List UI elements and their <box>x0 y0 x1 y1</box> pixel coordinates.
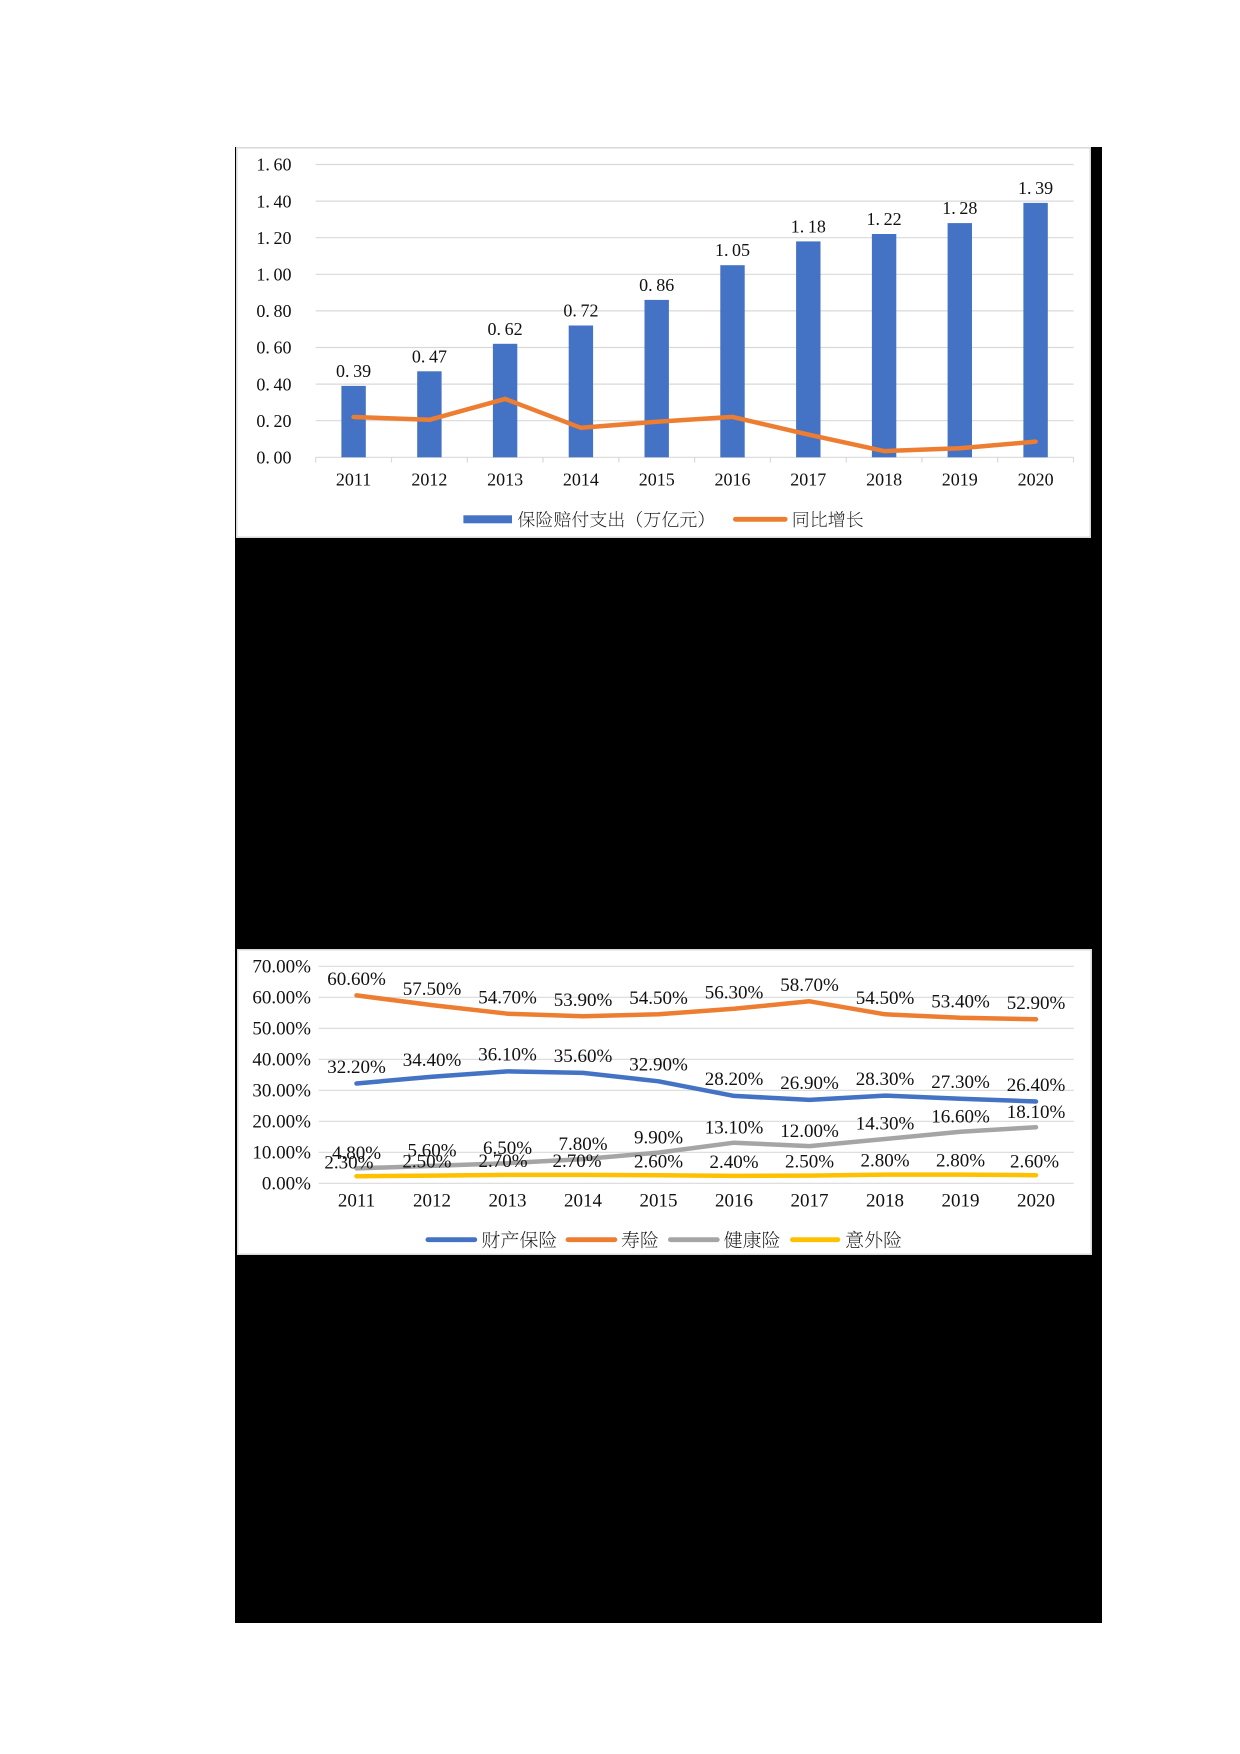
svg-text:26.90%: 26.90% <box>780 1073 839 1094</box>
svg-text:16.60%: 16.60% <box>931 1107 990 1128</box>
svg-text:1. 22: 1. 22 <box>867 209 902 229</box>
svg-text:13.10%: 13.10% <box>705 1117 764 1138</box>
svg-text:2.60%: 2.60% <box>1010 1151 1059 1172</box>
svg-text:0. 20: 0. 20 <box>256 411 291 431</box>
svg-text:30.00%: 30.00% <box>252 1081 311 1102</box>
svg-text:0. 72: 0. 72 <box>563 301 598 321</box>
svg-text:34.40%: 34.40% <box>403 1050 462 1071</box>
svg-text:5.60%: 5.60% <box>407 1141 456 1162</box>
svg-text:26.40%: 26.40% <box>1007 1075 1066 1096</box>
svg-text:1. 60: 1. 60 <box>256 155 291 175</box>
svg-text:53.90%: 53.90% <box>554 990 613 1011</box>
svg-text:2013: 2013 <box>489 1191 527 1212</box>
svg-text:2019: 2019 <box>942 1191 980 1212</box>
svg-text:1. 18: 1. 18 <box>791 216 826 236</box>
svg-text:56.30%: 56.30% <box>705 983 764 1004</box>
svg-text:32.20%: 32.20% <box>327 1057 386 1078</box>
svg-text:6.50%: 6.50% <box>483 1138 532 1159</box>
svg-text:27.30%: 27.30% <box>931 1072 990 1093</box>
svg-text:54.50%: 54.50% <box>856 988 915 1009</box>
svg-text:0. 86: 0. 86 <box>639 275 674 295</box>
svg-text:14.30%: 14.30% <box>856 1114 915 1135</box>
svg-text:2.80%: 2.80% <box>936 1151 985 1172</box>
svg-text:2.70%: 2.70% <box>552 1151 601 1172</box>
svg-text:57.50%: 57.50% <box>403 979 462 1000</box>
svg-text:0. 62: 0. 62 <box>488 319 523 339</box>
svg-text:36.10%: 36.10% <box>478 1045 537 1066</box>
svg-text:12.00%: 12.00% <box>780 1121 839 1142</box>
svg-text:2.40%: 2.40% <box>709 1152 758 1173</box>
svg-text:2.70%: 2.70% <box>479 1151 528 1172</box>
svg-text:2011: 2011 <box>336 469 371 489</box>
svg-text:4.80%: 4.80% <box>332 1143 381 1164</box>
svg-text:20.00%: 20.00% <box>252 1112 311 1133</box>
svg-text:0. 60: 0. 60 <box>256 338 291 358</box>
svg-text:70.00%: 70.00% <box>252 957 311 978</box>
svg-text:2.80%: 2.80% <box>860 1151 909 1172</box>
svg-text:2015: 2015 <box>639 469 675 489</box>
svg-text:2018: 2018 <box>866 469 902 489</box>
svg-text:32.90%: 32.90% <box>629 1055 688 1076</box>
svg-text:2020: 2020 <box>1018 469 1054 489</box>
svg-text:54.70%: 54.70% <box>478 988 537 1009</box>
svg-text:2.30%: 2.30% <box>324 1152 373 1173</box>
svg-text:7.80%: 7.80% <box>558 1134 607 1155</box>
svg-text:9.90%: 9.90% <box>634 1127 683 1148</box>
svg-text:1. 20: 1. 20 <box>256 228 291 248</box>
svg-text:2017: 2017 <box>790 469 826 489</box>
svg-text:54.50%: 54.50% <box>629 988 688 1009</box>
svg-text:2014: 2014 <box>564 1191 603 1212</box>
svg-text:2015: 2015 <box>640 1191 678 1212</box>
svg-text:50.00%: 50.00% <box>252 1019 311 1040</box>
svg-text:2.60%: 2.60% <box>634 1151 683 1172</box>
svg-text:0. 47: 0. 47 <box>412 346 447 366</box>
svg-text:2012: 2012 <box>413 1191 451 1212</box>
svg-text:1. 28: 1. 28 <box>942 198 977 218</box>
svg-text:52.90%: 52.90% <box>1007 993 1066 1014</box>
svg-text:2014: 2014 <box>563 469 599 489</box>
svg-text:1. 05: 1. 05 <box>715 240 750 260</box>
svg-text:0. 00: 0. 00 <box>256 448 291 468</box>
svg-text:60.00%: 60.00% <box>252 988 311 1009</box>
svg-text:2013: 2013 <box>487 469 523 489</box>
svg-text:2.50%: 2.50% <box>402 1152 451 1173</box>
svg-text:2012: 2012 <box>411 469 447 489</box>
svg-text:2018: 2018 <box>866 1191 904 1212</box>
svg-text:2019: 2019 <box>942 469 978 489</box>
svg-text:0. 40: 0. 40 <box>256 374 291 394</box>
svg-text:1. 00: 1. 00 <box>256 265 291 285</box>
svg-text:2020: 2020 <box>1017 1191 1055 1212</box>
svg-text:18.10%: 18.10% <box>1007 1102 1066 1123</box>
svg-text:53.40%: 53.40% <box>931 992 990 1013</box>
svg-text:0. 39: 0. 39 <box>336 361 371 381</box>
svg-text:2011: 2011 <box>338 1191 375 1212</box>
svg-text:2016: 2016 <box>715 469 751 489</box>
svg-text:1. 40: 1. 40 <box>256 191 291 211</box>
svg-text:2.50%: 2.50% <box>785 1152 834 1173</box>
svg-text:2016: 2016 <box>715 1191 753 1212</box>
svg-text:1. 39: 1. 39 <box>1018 178 1053 198</box>
svg-text:40.00%: 40.00% <box>252 1050 311 1071</box>
svg-text:2017: 2017 <box>791 1191 829 1212</box>
svg-text:28.30%: 28.30% <box>856 1069 915 1090</box>
svg-text:0. 80: 0. 80 <box>256 301 291 321</box>
svg-text:10.00%: 10.00% <box>252 1143 311 1164</box>
svg-text:0.00%: 0.00% <box>262 1174 311 1195</box>
svg-text:58.70%: 58.70% <box>780 975 839 996</box>
svg-text:35.60%: 35.60% <box>554 1046 613 1067</box>
svg-text:28.20%: 28.20% <box>705 1069 764 1090</box>
svg-text:60.60%: 60.60% <box>327 969 386 990</box>
